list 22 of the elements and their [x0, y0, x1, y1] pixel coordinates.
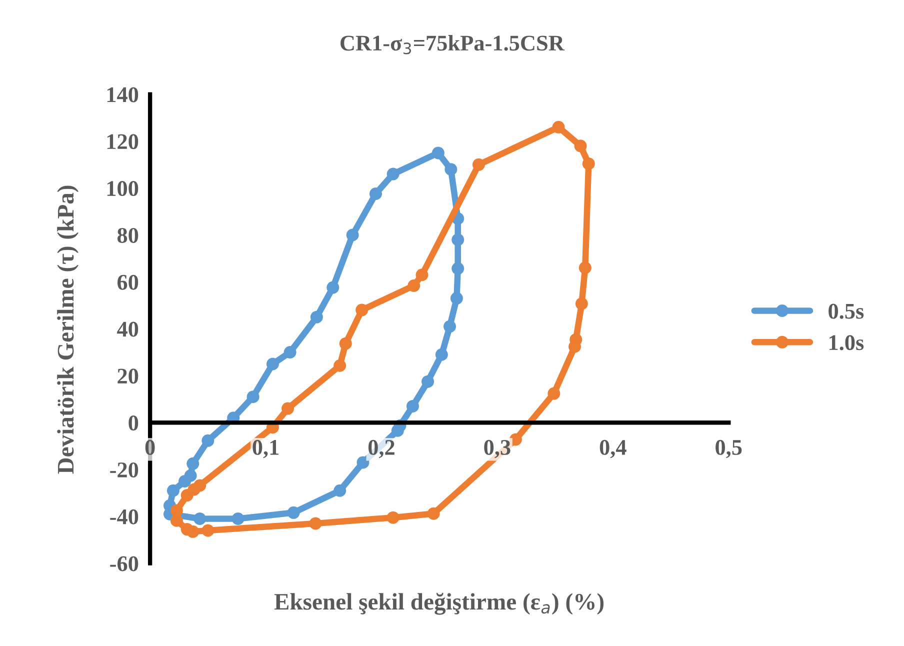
y-tick-label: 20	[118, 368, 138, 384]
y-tick-label: 100	[107, 181, 138, 196]
x-tick-label: 0,5	[716, 440, 742, 458]
y-tick-label: 0	[128, 416, 138, 431]
chart-title: CR1-σ$_{3}$=75kPa-1.5CSR	[340, 35, 565, 54]
y-tick-label: 40	[117, 322, 138, 337]
y-tick-label: -40	[110, 509, 138, 524]
x-tick-label: 0,3	[484, 440, 510, 458]
y-tick-label: 140	[107, 87, 138, 102]
x-tick-label: 0,4	[600, 440, 626, 458]
x-tick-label: 0,2	[368, 440, 394, 458]
y-tick-label: 120	[107, 134, 138, 150]
y-tick-label: 60	[117, 274, 138, 290]
x-tick-label: 0,1	[252, 440, 279, 458]
y-tick-label: -60	[110, 556, 138, 572]
y-axis-title: Deviatörik Gerilme (τ) (kPa)	[57, 186, 79, 474]
x-tick-label: 0	[145, 440, 155, 455]
legend-label: 0.5s	[828, 304, 864, 319]
y-tick-label: -20	[110, 462, 138, 478]
y-tick-label: 80	[117, 228, 138, 243]
x-axis-title: Eksenel şekil değiştirme (ε$_{a}$) (%)	[274, 592, 604, 615]
legend-label: 1.0s	[830, 335, 864, 350]
